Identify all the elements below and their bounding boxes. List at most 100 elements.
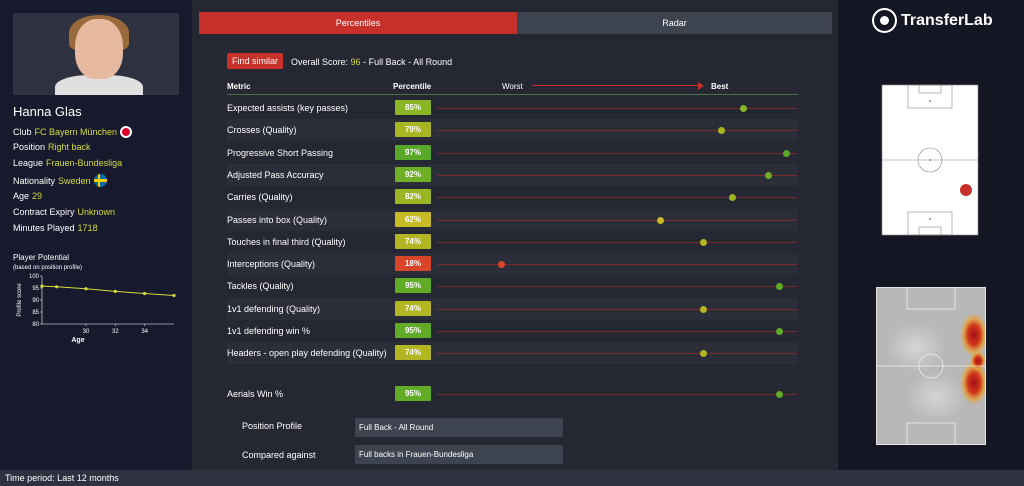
worst-best-arrow [532,85,702,86]
percentile-dot [699,306,707,313]
percentile-track [437,108,797,109]
metric-label: Carries (Quality) [227,192,293,202]
minutes-row: Minutes Played 1718 [13,223,98,233]
metric-row: Crosses (Quality) 79% [227,119,798,141]
metric-label: Crosses (Quality) [227,125,297,135]
percentile-badge: 18% [395,256,431,271]
percentile-badge: 95% [395,278,431,293]
nationality-label: Nationality [13,175,56,186]
tab-percentiles[interactable]: Percentiles [199,12,517,34]
percentile-dot [775,391,783,398]
y-tick-label: 100 [29,274,40,280]
percentile-track [437,175,797,176]
player-photo [13,13,179,95]
x-tick-label: 32 [112,329,119,335]
metric-label: Aerials Win % [227,389,284,399]
position-row: Position Right back [13,142,91,152]
metric-label: 1v1 defending win % [227,326,311,336]
position-pitch [881,84,979,236]
percentile-badge: 79% [395,122,431,137]
club-row: Club FC Bayern München [13,126,133,138]
age-row: Age 29 [13,191,42,201]
league-value[interactable]: Frauen-Bundesliga [46,158,123,168]
metric-label: 1v1 defending (Quality) [227,304,321,314]
minutes-value: 1718 [77,223,98,233]
nationality-value: Sweden [58,175,91,186]
club-badge-icon [120,126,133,138]
percentile-dot [775,283,783,290]
y-tick-label: 95 [32,286,39,292]
potential-line [41,285,175,296]
metric-row: 1v1 defending win % 95% [227,320,798,342]
time-period-bar: Time period: Last 12 months [0,470,1024,486]
y-axis-label: Profile score [17,283,23,317]
find-similar-button[interactable]: Find similar [227,53,284,69]
potential-point [143,291,147,296]
percentile-badge: 74% [395,234,431,249]
metric-row: 1v1 defending (Quality) 74% [227,298,798,320]
overall-score-value: 96 [350,57,361,67]
sweden-flag-icon [93,174,107,187]
percentile-badge: 62% [395,212,431,227]
percentile-badge: 95% [395,323,431,338]
football-icon [872,8,897,33]
position-marker [960,184,972,196]
x-tick-label: 34 [141,329,148,335]
metric-row: Headers - open play defending (Quality) 7… [227,342,798,364]
metric-row: Expected assists (key passes) 85% [227,97,798,119]
percentile-dot [699,350,707,357]
header-worst: Worst [502,82,523,91]
percentile-badge: 92% [395,167,431,182]
percentile-dot [699,239,707,246]
contract-row: Contract Expiry Unknown [13,207,115,217]
percentile-dot [782,150,790,157]
metric-label: Expected assists (key passes) [227,103,349,113]
percentile-badge: 74% [395,345,431,360]
metric-row: Interceptions (Quality) 18% [227,253,798,275]
potential-point [113,289,117,293]
right-panel: TransferLab [838,0,1024,470]
metric-label: Touches in final third (Quality) [227,237,346,247]
potential-title: Player Potential [13,253,70,262]
metric-row: Tackles (Quality) 95% [227,275,798,297]
age-label: Age [13,191,30,201]
metric-label: Progressive Short Passing [227,148,334,158]
metric-row: Aerials Win % 95% [227,383,798,405]
percentile-dot [728,194,736,201]
percentile-dot [656,217,664,224]
tab-radar[interactable]: Radar [517,12,832,34]
metric-label: Tackles (Quality) [227,281,294,291]
percentile-track [437,153,797,154]
y-tick-label: 85 [32,310,39,316]
transferlab-logo[interactable]: TransferLab [872,8,993,33]
club-value[interactable]: FC Bayern München [34,127,118,137]
club-label: Club [13,127,32,137]
y-tick-label: 80 [32,322,39,328]
percentile-dot [498,261,506,268]
percentile-badge: 95% [395,386,431,401]
percentile-dot [717,127,725,134]
player-name: Hanna Glas [13,104,82,119]
potential-point [40,284,44,288]
percentile-badge: 82% [395,189,431,204]
header-best: Best [711,82,729,91]
percentile-dot [739,105,747,112]
percentile-track [437,331,797,332]
x-tick-label: 30 [83,329,90,335]
potential-subtitle: (based on position profile) [13,265,83,271]
metric-label: Headers - open play defending (Quality) [227,348,387,358]
potential-point [84,287,88,291]
compared-against-select[interactable]: Full backs in Frauen-Bundesliga [355,445,563,464]
percentile-track [437,286,797,287]
percentile-track [437,309,797,310]
percentile-track [437,394,797,395]
percentile-dot [764,172,772,179]
percentile-dot [775,328,783,335]
position-profile-select[interactable]: Full Back - All Round [355,418,563,437]
metric-label: Adjusted Pass Accuracy [227,170,324,180]
age-value: 29 [32,191,43,201]
metric-label: Passes into box (Quality) [227,215,328,225]
nationality-row: Nationality Sweden [13,174,107,187]
metric-row: Passes into box (Quality) 62% [227,209,798,231]
potential-point [55,285,59,289]
